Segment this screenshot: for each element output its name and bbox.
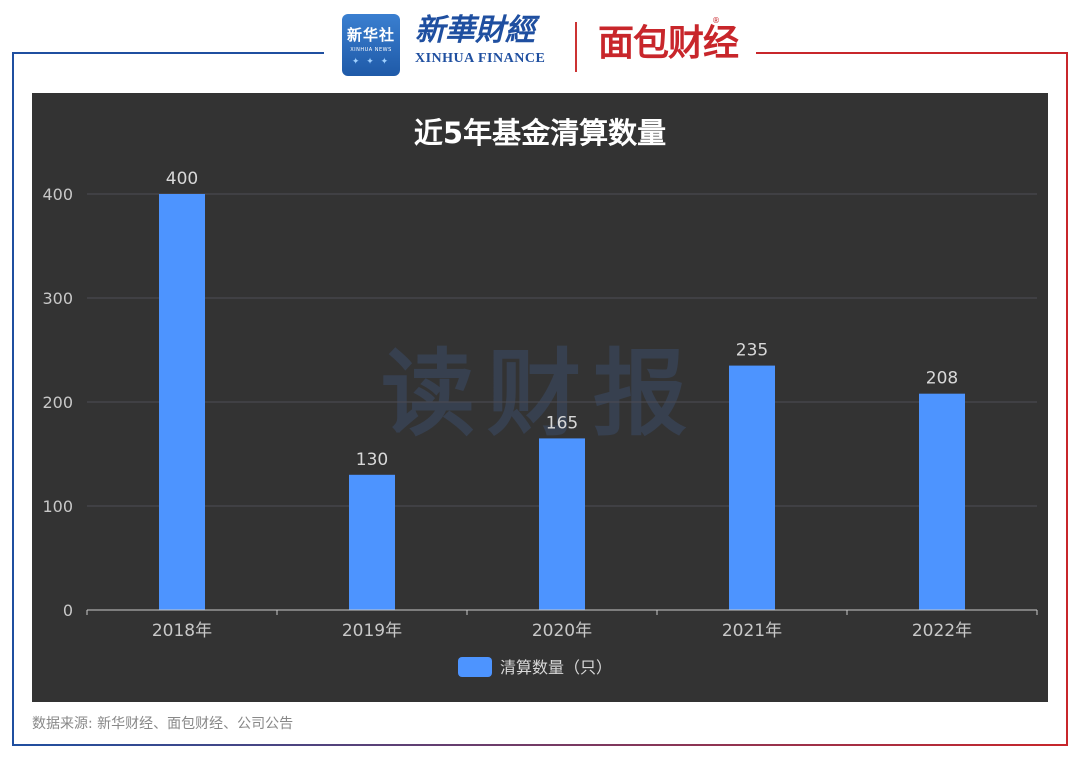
data-label: 400 bbox=[166, 169, 198, 189]
bar[interactable] bbox=[539, 438, 585, 610]
header-logos: 新华社 XINHUA NEWS ✦ ✦ ✦ 新華財經 XINHUA FINANC… bbox=[330, 10, 750, 82]
bar[interactable] bbox=[729, 365, 775, 610]
data-source-note: 数据来源: 新华财经、面包财经、公司公告 bbox=[32, 716, 294, 732]
frame-left-top bbox=[12, 52, 324, 54]
globe-icon: ✦ ✦ ✦ bbox=[351, 57, 391, 67]
frame-right-side bbox=[1066, 52, 1068, 746]
xinhua-logo-en: XINHUA NEWS bbox=[350, 47, 392, 53]
data-label: 130 bbox=[356, 450, 388, 470]
brand-cn: 新華財經 bbox=[415, 13, 535, 48]
bar-chart: 读财报 近5年基金清算数量 0 100 200 300 400 400 130 165 235… bbox=[42, 116, 1038, 677]
bar[interactable] bbox=[159, 194, 205, 610]
watermark: 读财报 bbox=[381, 340, 699, 449]
y-tick-label: 200 bbox=[42, 393, 73, 412]
frame-left-side bbox=[12, 52, 14, 746]
x-tick-label: 2019年 bbox=[342, 621, 402, 641]
bar[interactable] bbox=[349, 474, 395, 610]
legend-label[interactable]: 清算数量（只） bbox=[500, 658, 612, 677]
bar[interactable] bbox=[919, 393, 965, 610]
legend-swatch[interactable] bbox=[458, 657, 492, 677]
bars bbox=[159, 194, 965, 610]
x-tick-label: 2021年 bbox=[722, 621, 782, 641]
chart-title: 近5年基金清算数量 bbox=[414, 116, 666, 150]
partner-brand: 面包财经 bbox=[598, 23, 739, 64]
chart-panel: 读财报 近5年基金清算数量 0 100 200 300 400 400 130 165 235… bbox=[32, 93, 1048, 702]
registered-mark: ® bbox=[712, 16, 720, 25]
data-label: 165 bbox=[546, 413, 578, 433]
x-tick-label: 2020年 bbox=[532, 621, 592, 641]
brand-en: XINHUA FINANCE bbox=[415, 51, 546, 66]
x-axis: 2018年 2019年 2020年 2021年 2022年 bbox=[86, 609, 1038, 641]
header-divider bbox=[575, 22, 577, 72]
xinhua-news-logo: 新华社 XINHUA NEWS ✦ ✦ ✦ bbox=[342, 14, 400, 76]
frame-right-top bbox=[756, 52, 1068, 54]
y-tick-label: 400 bbox=[42, 185, 73, 204]
x-tick-label: 2022年 bbox=[912, 621, 972, 641]
xinhua-logo-cn: 新华社 bbox=[346, 26, 395, 44]
y-axis: 0 100 200 300 400 bbox=[42, 185, 73, 620]
y-tick-label: 300 bbox=[42, 289, 73, 308]
y-tick-label: 100 bbox=[42, 497, 73, 516]
data-label: 235 bbox=[736, 341, 768, 361]
xinhua-finance-brand: 新華財經 XINHUA FINANCE bbox=[415, 12, 545, 68]
legend[interactable]: 清算数量（只） bbox=[458, 657, 612, 677]
frame-bottom bbox=[12, 744, 1068, 746]
data-labels: 400 130 165 235 208 bbox=[166, 169, 958, 470]
y-tick-label: 0 bbox=[63, 601, 73, 620]
data-label: 208 bbox=[926, 369, 958, 389]
x-tick-label: 2018年 bbox=[152, 621, 212, 641]
